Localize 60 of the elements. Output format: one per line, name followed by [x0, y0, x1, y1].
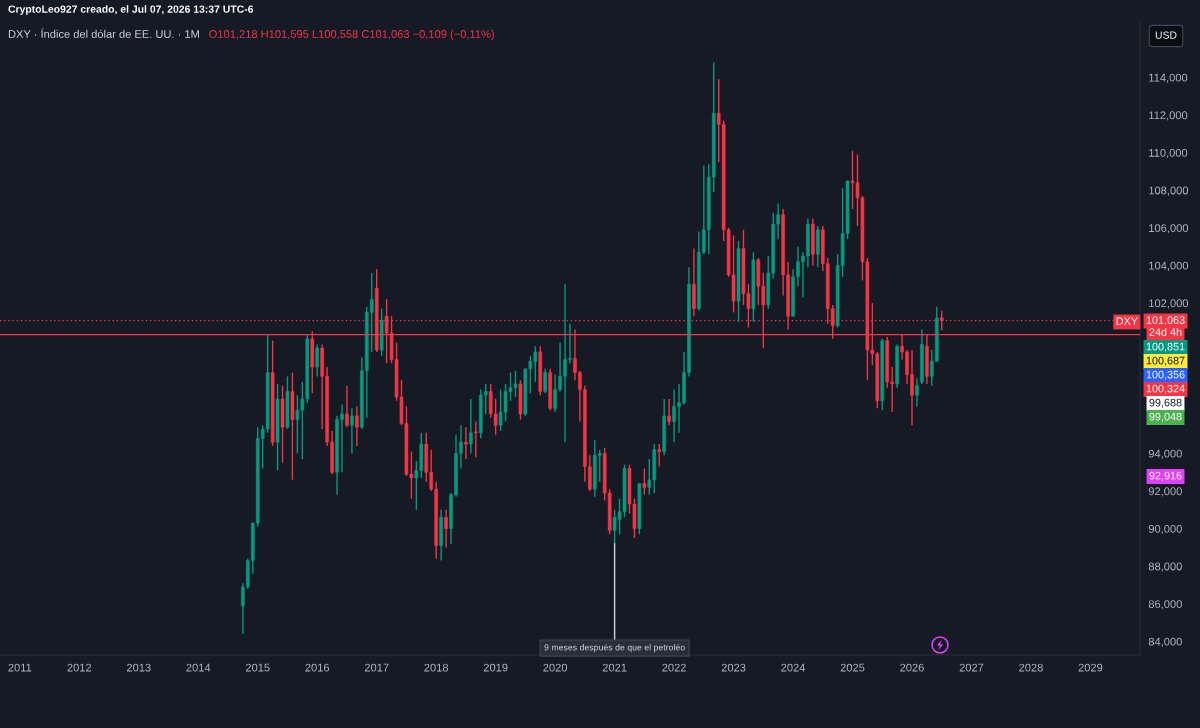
candlestick — [657, 443, 662, 468]
annotation: 9 meses después de que el petroléo — [544, 643, 685, 653]
y-tick-label: 108,000 — [1149, 186, 1189, 196]
candlestick — [469, 398, 473, 455]
x-tick-label: 2025 — [840, 663, 865, 672]
text: 99,688 — [1149, 398, 1182, 408]
y-tick-label: 88,000 — [1148, 562, 1182, 572]
x-tick-label: 2029 — [1078, 663, 1103, 672]
candlestick — [444, 509, 448, 549]
x-tick-label: 2015 — [245, 663, 270, 672]
y-tick-label: 92,000 — [1148, 487, 1182, 497]
x-tick-label: 2014 — [186, 663, 211, 672]
y-tick-label: 90,000 — [1148, 524, 1182, 535]
y-tick-label: 94,000 — [1148, 449, 1182, 459]
x-tick-label: 2016 — [305, 663, 330, 672]
text: USD — [1155, 31, 1177, 39]
x-tick-label: 2013 — [126, 663, 151, 672]
x-tick-label: 2019 — [483, 663, 508, 672]
text: O101,218 H101,595 L100,558 C101,063 −0,109 (−0,11%) — [209, 29, 494, 41]
text: 24d 4h — [1149, 327, 1182, 336]
x-tick-label: 2018 — [424, 663, 449, 672]
annotation: DXY — [1116, 317, 1138, 325]
x-tick-label: 2021 — [602, 663, 627, 672]
y-tick-label: 102,000 — [1149, 299, 1189, 309]
x-tick-label: 2022 — [662, 663, 686, 672]
y-tick-label: 84,000 — [1148, 637, 1182, 647]
candlestick — [667, 398, 671, 426]
y-tick-label: 110,000 — [1149, 148, 1188, 159]
x-tick-label: 2023 — [721, 663, 746, 672]
y-tick-label: 86,000 — [1148, 600, 1182, 610]
candlestick — [543, 368, 548, 394]
x-tick-label: 2027 — [959, 663, 984, 672]
candlestick — [315, 343, 320, 378]
candlestick — [642, 467, 647, 496]
x-tick-label: 2020 — [543, 663, 568, 672]
candlestick — [464, 426, 468, 460]
x-tick-label: 2026 — [900, 663, 924, 672]
text: 100,687 — [1146, 356, 1185, 366]
y-tick-label: 104,000 — [1149, 261, 1189, 271]
text: 100,851 — [1146, 342, 1185, 352]
text: 101,063 — [1146, 316, 1185, 326]
candlestick — [474, 420, 478, 458]
x-tick-label: 2012 — [67, 663, 92, 672]
x-tick-label: 2024 — [781, 663, 806, 672]
x-tick-label: 2028 — [1019, 663, 1043, 672]
text: 100,324 — [1146, 384, 1185, 394]
chart-title: DXY · Índice del dólar de EE. UU. · 1M — [8, 28, 199, 38]
x-tick-label: 2011 — [8, 663, 32, 672]
candlestick — [355, 405, 359, 447]
y-tick-label: 106,000 — [1149, 224, 1189, 234]
text: CryptoLeo927 creado, el Jul 07, 2026 13:37 UTC-6 — [8, 5, 254, 15]
text: 100,356 — [1146, 370, 1185, 380]
text: 92,916 — [1149, 471, 1182, 481]
y-tick-label: 114,000 — [1149, 73, 1188, 83]
x-tick-label: 2017 — [364, 663, 389, 672]
candlestick — [345, 385, 349, 428]
text: 99,048 — [1149, 412, 1182, 422]
candlestick — [915, 377, 919, 408]
candlestick — [350, 407, 354, 455]
y-tick-label: 112,000 — [1149, 111, 1188, 121]
